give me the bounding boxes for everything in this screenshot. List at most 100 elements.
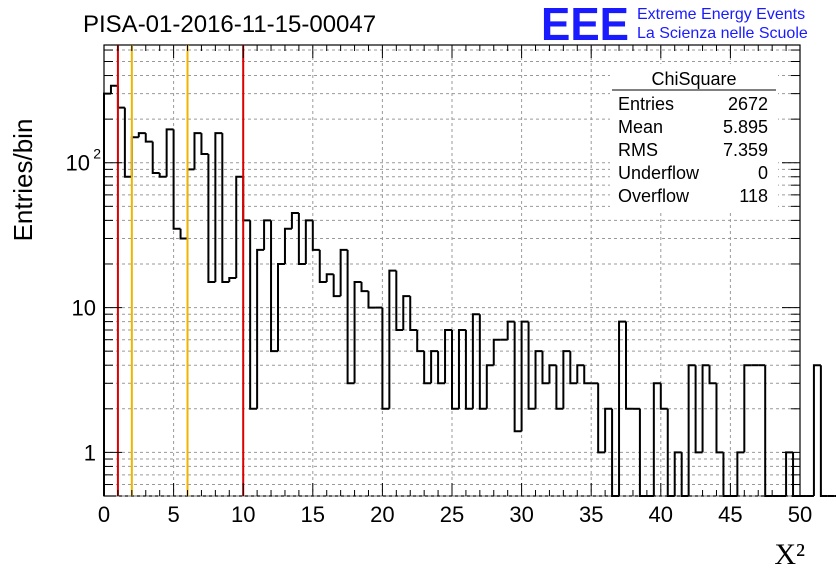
- stats-title: ChiSquare: [651, 69, 736, 89]
- histogram-bin: [743, 364, 752, 453]
- histogram-bin: [332, 274, 341, 298]
- histogram-bin: [659, 383, 668, 410]
- reference-lines: [116, 45, 245, 496]
- stats-value-underflow: 0: [758, 163, 768, 183]
- histogram-bin: [701, 364, 710, 453]
- y-tick-label: 1: [84, 440, 96, 465]
- histogram-bin: [736, 451, 745, 496]
- x-tick-label: 40: [649, 502, 673, 527]
- histogram-bin: [722, 452, 731, 497]
- histogram-bin: [270, 220, 278, 353]
- histogram-bin: [402, 295, 411, 330]
- stats-value-entries: 2672: [728, 94, 768, 114]
- histogram-bin: [304, 219, 313, 264]
- histogram-bin: [151, 141, 160, 174]
- histogram-bin: [381, 307, 390, 410]
- histogram-bin: [562, 350, 571, 409]
- histogram-bin: [130, 136, 139, 177]
- histogram-bin: [569, 351, 578, 385]
- stats-value-rms: 7.359: [723, 140, 768, 160]
- histogram-bin: [715, 383, 724, 454]
- x-tick-label: 20: [370, 502, 394, 527]
- x-tick-label: 30: [509, 502, 533, 527]
- histogram-bin: [388, 269, 397, 409]
- histogram-bin: [527, 321, 536, 410]
- histogram-bin: [311, 220, 320, 251]
- histogram-bin: [611, 408, 620, 497]
- x-tick-label: 15: [301, 502, 325, 527]
- histogram-bin: [290, 211, 299, 229]
- x-tick-label: 10: [231, 502, 255, 527]
- grid-lines: [104, 45, 800, 497]
- stats-label-overflow: Overflow: [618, 186, 690, 206]
- histogram-bin: [812, 364, 821, 496]
- histogram-bin: [339, 248, 348, 297]
- histogram-bin: [193, 132, 202, 170]
- histogram-bin: [103, 92, 111, 496]
- histogram-bin: [416, 330, 425, 353]
- histogram-bin: [235, 175, 244, 279]
- histogram-bin: [165, 128, 174, 177]
- stats-label-rms: RMS: [618, 140, 658, 160]
- eee-logo-line1: Extreme Energy Events: [637, 6, 805, 23]
- stats-label-mean: Mean: [618, 117, 663, 137]
- histogram-bin: [625, 321, 633, 410]
- histogram-bin: [437, 351, 446, 385]
- stats-box: ChiSquare Entries 2672 Mean 5.895 RMS 7.…: [610, 64, 778, 210]
- x-tick-label: 45: [718, 502, 742, 527]
- histogram-bin: [513, 321, 522, 433]
- histogram-bin: [297, 212, 306, 265]
- histogram-bin: [109, 84, 118, 94]
- histogram-bin: [597, 383, 606, 454]
- histogram-bin: [583, 365, 592, 385]
- histogram-bin: [555, 365, 564, 410]
- histogram-bin: [708, 365, 717, 385]
- histogram-bin: [541, 351, 550, 385]
- histogram-bin: [618, 320, 626, 496]
- histogram-bin: [256, 248, 265, 409]
- histogram-bin: [346, 249, 355, 385]
- histogram-bin: [819, 365, 828, 497]
- histogram-bin: [548, 364, 557, 384]
- histogram-bin: [367, 291, 376, 309]
- eee-logo-line2: La Scienza nelle Scuole: [637, 25, 808, 42]
- stats-label-underflow: Underflow: [618, 163, 700, 183]
- histogram-bin: [325, 273, 334, 283]
- axis-ticks: [103, 45, 801, 497]
- eee-logo: EEE Extreme Energy Events La Scienza nel…: [541, 0, 808, 50]
- histogram-bin: [395, 270, 404, 331]
- stats-value-overflow: 118: [739, 186, 768, 206]
- histogram-bin: [451, 330, 459, 410]
- histogram-bin: [207, 153, 216, 284]
- histogram-bin: [221, 133, 230, 284]
- histogram-bin: [444, 329, 452, 384]
- histogram-bin: [228, 277, 237, 283]
- histogram-bin: [430, 350, 439, 384]
- histogram-bin: [116, 85, 125, 109]
- histogram-bin: [485, 364, 494, 409]
- histogram-bin: [680, 452, 689, 497]
- histogram-bin: [158, 172, 167, 178]
- histogram-bin: [687, 364, 696, 496]
- histogram-bin: [186, 168, 195, 239]
- eee-logo-mark: EEE: [541, 0, 629, 50]
- histogram-bin: [464, 330, 473, 410]
- chart-title: PISA-01-2016-11-15-00047: [83, 11, 376, 38]
- histogram-bin: [200, 133, 209, 155]
- x-tick-label: 0: [98, 502, 110, 527]
- histogram-bin: [576, 364, 585, 384]
- histogram-bin: [144, 133, 153, 143]
- histogram-bin: [423, 351, 432, 385]
- y-tick-label-exponent: 2: [93, 146, 101, 162]
- histogram-bin: [604, 407, 613, 453]
- stats-value-mean: 5.895: [723, 117, 768, 137]
- histogram-bin: [478, 314, 487, 410]
- x-tick-label: 25: [440, 502, 464, 527]
- stats-label-entries: Entries: [618, 94, 674, 114]
- x-axis-label: X²: [774, 538, 805, 571]
- x-tick-labels: 0 5 10 15 20 25 30 35 40 45 50: [98, 502, 812, 527]
- histogram-bin: [457, 329, 466, 409]
